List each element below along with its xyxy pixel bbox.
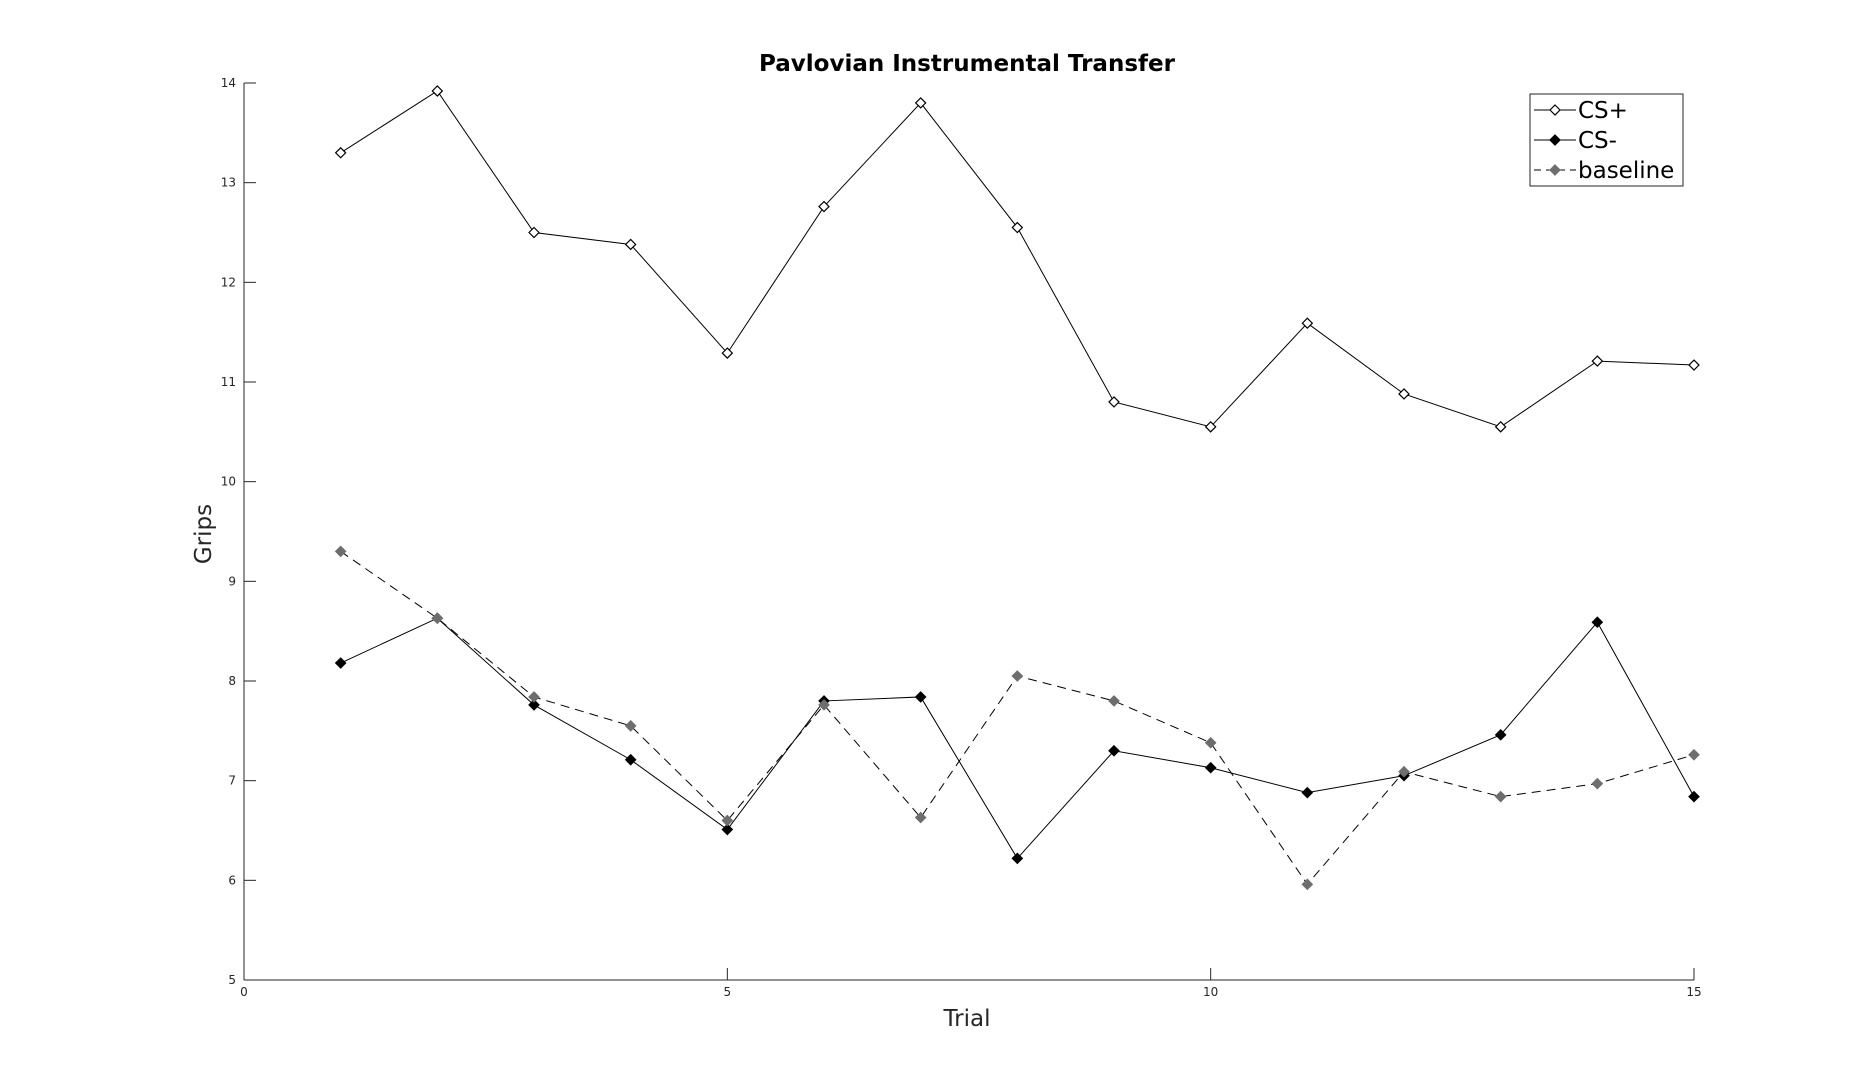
series-line <box>340 617 1695 860</box>
data-point <box>334 657 347 669</box>
data-point <box>1108 396 1120 408</box>
data-point <box>1494 728 1507 741</box>
x-tick-label: 15 <box>1686 985 1701 999</box>
data-point <box>624 238 637 251</box>
x-tick-label: 10 <box>1203 985 1218 999</box>
data-point <box>1398 388 1410 400</box>
data-point <box>1301 317 1314 330</box>
data-point <box>1591 616 1604 629</box>
data-point <box>914 97 927 109</box>
y-tick-label: 11 <box>221 375 236 389</box>
y-tick-label: 12 <box>221 275 236 289</box>
legend-marker <box>1549 134 1561 146</box>
series-line <box>340 551 1695 886</box>
data-point <box>818 200 830 213</box>
data-point <box>1591 355 1604 367</box>
data-point <box>431 612 444 625</box>
y-tick-label: 14 <box>221 76 236 90</box>
series-cs-minus <box>334 612 1700 865</box>
data-point <box>528 699 540 711</box>
x-tick-label: 0 <box>240 985 248 999</box>
legend-marker <box>1549 164 1561 176</box>
data-point <box>1204 761 1217 774</box>
plot-area <box>334 85 1700 891</box>
y-axis-label: Grips <box>191 504 217 564</box>
y-tick-label: 10 <box>221 475 236 489</box>
data-point <box>818 699 830 711</box>
data-point <box>721 823 734 836</box>
legend-label: CS+ <box>1578 98 1628 124</box>
data-point <box>1011 221 1024 234</box>
data-point <box>334 545 347 558</box>
y-tick-label: 7 <box>228 774 236 788</box>
data-point <box>1301 786 1314 799</box>
series-baseline <box>334 545 1700 891</box>
y-tick-label: 9 <box>228 574 236 588</box>
series-cs-plus <box>334 85 1700 433</box>
data-point <box>1204 421 1217 433</box>
data-point <box>528 226 540 239</box>
y-tick-label: 6 <box>228 873 236 887</box>
x-tick-label: 5 <box>724 985 732 999</box>
y-tick-label: 13 <box>221 176 236 190</box>
data-point <box>1108 744 1120 757</box>
data-point <box>1011 852 1024 865</box>
y-tick-label: 8 <box>228 674 236 688</box>
data-point <box>624 720 637 732</box>
data-point <box>1398 765 1410 778</box>
data-point <box>528 691 540 703</box>
legend: CS+ CS-baseline <box>1529 93 1684 187</box>
y-tick-label: 5 <box>228 973 236 987</box>
data-point <box>1688 790 1700 803</box>
data-point <box>1494 790 1507 803</box>
data-point <box>914 691 927 703</box>
legend-marker <box>1549 104 1561 116</box>
data-point <box>334 146 347 159</box>
data-point <box>1591 777 1604 790</box>
legend-entry: baseline <box>1534 158 1674 184</box>
data-point <box>721 347 734 359</box>
data-point <box>914 811 927 824</box>
series-line <box>340 90 1695 428</box>
data-point <box>431 85 444 97</box>
legend-label: baseline <box>1578 158 1674 184</box>
data-point <box>1688 359 1700 371</box>
data-point <box>1108 695 1120 707</box>
legend-label: CS- <box>1578 128 1617 154</box>
data-point <box>1494 421 1507 433</box>
data-point <box>1011 670 1024 682</box>
chart-title: Pavlovian Instrumental Transfer <box>759 51 1176 77</box>
data-point <box>624 753 637 766</box>
data-point <box>1688 748 1700 761</box>
data-point <box>1301 878 1314 891</box>
legend-entry: CS+ <box>1534 98 1628 124</box>
data-point <box>1204 736 1217 749</box>
data-point <box>721 814 734 827</box>
legend-entry: CS- <box>1534 128 1617 154</box>
x-axis-label: Trial <box>943 1006 991 1032</box>
